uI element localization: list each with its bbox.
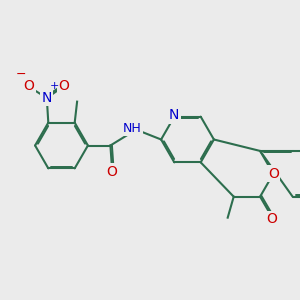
Text: −: −: [16, 68, 26, 81]
Text: N: N: [42, 91, 52, 105]
Text: O: O: [106, 165, 117, 178]
Text: O: O: [267, 212, 278, 226]
Text: O: O: [58, 79, 69, 93]
Text: NH: NH: [123, 122, 142, 135]
Text: +: +: [50, 81, 59, 91]
Text: N: N: [169, 108, 179, 122]
Text: O: O: [268, 167, 279, 181]
Text: O: O: [23, 79, 34, 93]
